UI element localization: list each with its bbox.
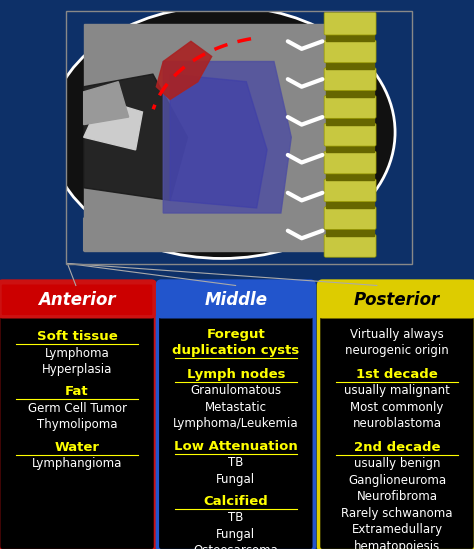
FancyBboxPatch shape <box>324 151 376 174</box>
Text: Foregut: Foregut <box>207 328 265 341</box>
Bar <box>326 228 374 236</box>
FancyBboxPatch shape <box>324 206 376 229</box>
Bar <box>326 117 374 125</box>
Bar <box>326 33 374 41</box>
Polygon shape <box>170 74 267 208</box>
Polygon shape <box>83 24 360 251</box>
Bar <box>326 200 374 208</box>
Polygon shape <box>83 82 128 125</box>
Bar <box>326 89 374 97</box>
Text: 1st decade: 1st decade <box>356 368 438 380</box>
FancyBboxPatch shape <box>324 124 376 146</box>
Text: TB: TB <box>228 511 244 524</box>
Text: Soft tissue: Soft tissue <box>36 330 118 343</box>
Text: hematopoiesis: hematopoiesis <box>354 540 440 549</box>
Bar <box>326 145 374 153</box>
FancyBboxPatch shape <box>0 281 155 549</box>
FancyBboxPatch shape <box>324 96 376 118</box>
Text: Fat: Fat <box>65 385 89 399</box>
Text: TB: TB <box>228 456 244 469</box>
FancyBboxPatch shape <box>0 283 154 317</box>
Text: Lymphangioma: Lymphangioma <box>32 457 122 470</box>
Text: Virtually always: Virtually always <box>350 328 444 341</box>
Text: Neurofibroma: Neurofibroma <box>356 490 438 503</box>
Polygon shape <box>83 213 360 251</box>
Text: Water: Water <box>55 441 100 453</box>
FancyBboxPatch shape <box>157 281 314 549</box>
Text: Metastatic: Metastatic <box>205 401 267 414</box>
Text: duplication cysts: duplication cysts <box>172 344 300 357</box>
Text: Fungal: Fungal <box>216 528 255 541</box>
Text: Low Attenuation: Low Attenuation <box>174 440 298 452</box>
Bar <box>326 172 374 180</box>
Polygon shape <box>156 41 212 99</box>
Text: 2nd decade: 2nd decade <box>354 441 440 453</box>
Text: Calcified: Calcified <box>203 495 268 508</box>
Text: Granulomatous: Granulomatous <box>190 384 282 397</box>
Text: Thymolipoma: Thymolipoma <box>37 418 117 432</box>
Polygon shape <box>83 74 187 200</box>
Text: Rarely schwanoma: Rarely schwanoma <box>341 507 453 520</box>
Text: Extramedullary: Extramedullary <box>351 523 443 536</box>
Text: Lymphoma: Lymphoma <box>45 346 109 360</box>
Text: Middle: Middle <box>204 291 267 309</box>
Polygon shape <box>83 99 143 150</box>
Text: Lymph nodes: Lymph nodes <box>187 368 285 380</box>
Bar <box>326 61 374 69</box>
FancyBboxPatch shape <box>320 283 474 317</box>
FancyBboxPatch shape <box>324 68 376 91</box>
Polygon shape <box>163 61 291 213</box>
FancyBboxPatch shape <box>159 283 313 317</box>
Text: Most commonly: Most commonly <box>350 401 444 414</box>
FancyBboxPatch shape <box>319 281 474 549</box>
Text: usually malignant: usually malignant <box>344 384 450 397</box>
Text: Posterior: Posterior <box>354 291 440 309</box>
Text: Ganglioneuroma: Ganglioneuroma <box>348 474 446 487</box>
Text: neuroblastoma: neuroblastoma <box>353 417 441 430</box>
FancyBboxPatch shape <box>324 234 376 257</box>
Text: usually benign: usually benign <box>354 457 440 470</box>
Circle shape <box>49 6 395 259</box>
FancyBboxPatch shape <box>324 179 376 201</box>
FancyBboxPatch shape <box>324 12 376 35</box>
Text: Osteosarcoma: Osteosarcoma <box>193 545 278 549</box>
Text: Hyperplasia: Hyperplasia <box>42 363 112 376</box>
FancyBboxPatch shape <box>324 40 376 63</box>
Text: Anterior: Anterior <box>38 291 116 309</box>
Text: Germ Cell Tumor: Germ Cell Tumor <box>27 402 127 415</box>
Text: Lymphoma/Leukemia: Lymphoma/Leukemia <box>173 417 299 430</box>
Text: neurogenic origin: neurogenic origin <box>345 344 449 357</box>
Text: Fungal: Fungal <box>216 473 255 486</box>
